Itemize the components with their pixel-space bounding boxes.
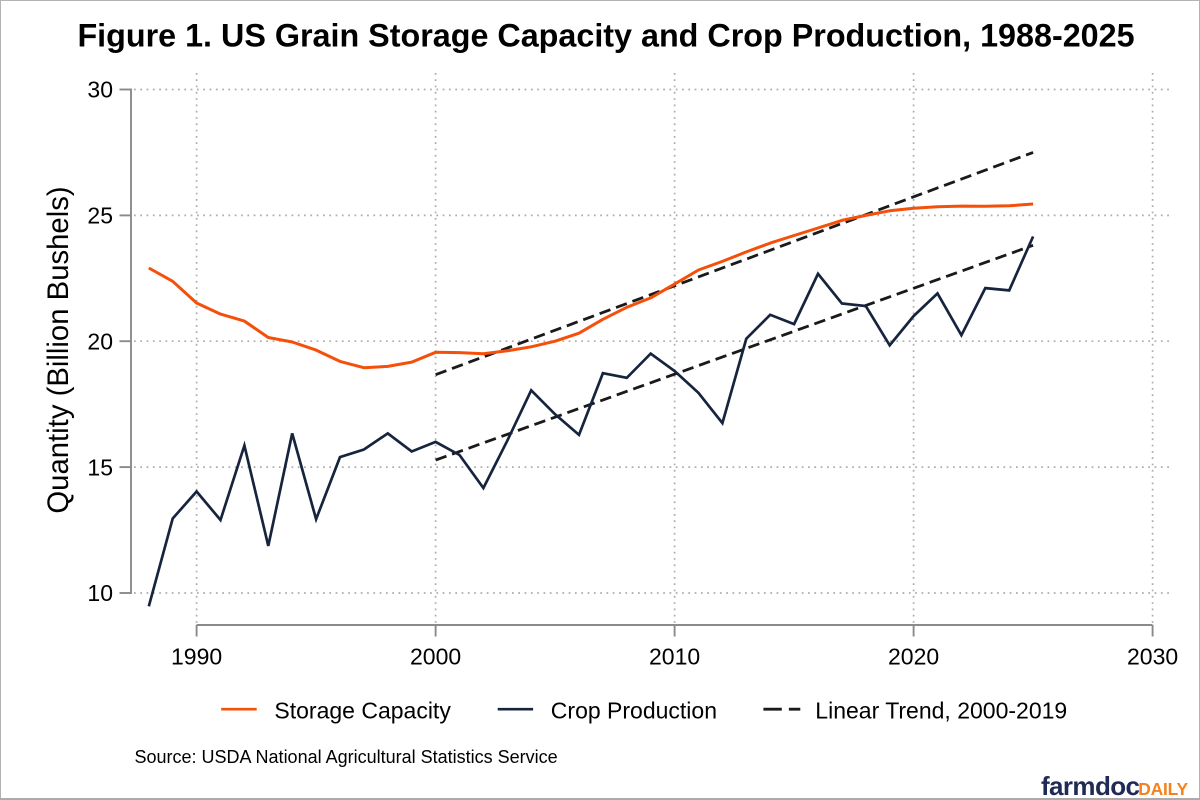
svg-text:1990: 1990 (171, 644, 222, 670)
svg-text:25: 25 (87, 203, 113, 229)
svg-text:Quantity (Billion Bushels): Quantity (Billion Bushels) (42, 186, 75, 513)
svg-text:Storage Capacity: Storage Capacity (274, 697, 451, 723)
svg-text:Figure 1. US Grain Storage Cap: Figure 1. US Grain Storage Capacity and … (77, 18, 1134, 54)
svg-text:farmdoc: farmdoc (1041, 771, 1140, 800)
svg-text:2030: 2030 (1127, 644, 1178, 670)
svg-text:15: 15 (87, 454, 113, 480)
svg-text:30: 30 (87, 77, 113, 103)
svg-text:Linear Trend, 2000-2019: Linear Trend, 2000-2019 (815, 697, 1067, 723)
svg-text:DAILY: DAILY (1138, 779, 1188, 799)
svg-text:2020: 2020 (888, 644, 939, 670)
svg-text:2000: 2000 (410, 644, 461, 670)
svg-text:Source: USDA National Agricult: Source: USDA National Agricultural Stati… (135, 747, 558, 767)
svg-text:Crop Production: Crop Production (551, 697, 717, 723)
svg-text:20: 20 (87, 328, 113, 354)
svg-text:10: 10 (87, 580, 113, 606)
svg-text:2010: 2010 (649, 644, 700, 670)
